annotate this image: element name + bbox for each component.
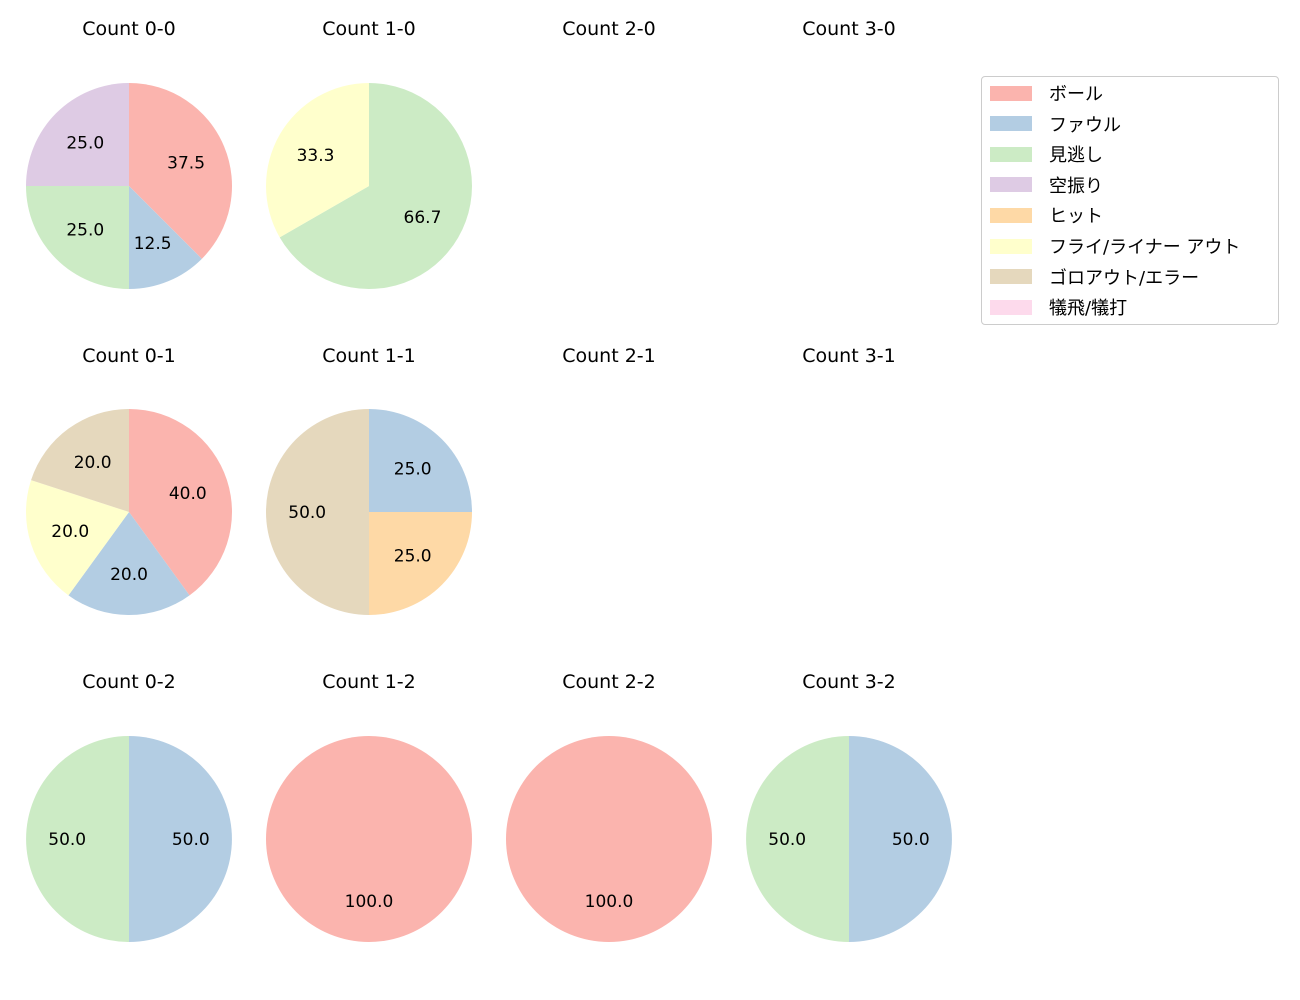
pie-count-3-1: Count 3-1 — [802, 345, 896, 367]
legend-label: 空振り — [1049, 175, 1103, 197]
slice-percent-label: 25.0 — [66, 133, 104, 153]
legend-swatch — [990, 207, 1032, 223]
slice-percent-label: 20.0 — [110, 565, 148, 585]
legend-label: ゴロアウト/エラー — [1049, 267, 1200, 289]
slice-percent-label: 33.3 — [297, 146, 335, 166]
legend-label: ファウル — [1049, 114, 1121, 136]
pie-slice — [506, 736, 712, 942]
legend-item: ボール — [990, 83, 1103, 105]
pie-slice — [26, 186, 129, 289]
pie-slice — [26, 83, 129, 186]
legend-swatch — [990, 146, 1032, 162]
pie-title: Count 3-2 — [802, 671, 896, 693]
slice-percent-label: 40.0 — [169, 484, 207, 504]
pie-count-3-0: Count 3-0 — [802, 18, 896, 40]
pie-slice — [31, 409, 129, 512]
pie-title: Count 1-1 — [322, 345, 416, 367]
pie-title: Count 2-1 — [562, 345, 656, 367]
legend-swatch — [990, 299, 1032, 315]
pie-count-0-1: Count 0-1 40.0 20.0 20.0 20.0 — [26, 345, 232, 615]
pie-slice — [746, 736, 849, 942]
slice-percent-label: 12.5 — [134, 234, 172, 254]
pie-title: Count 0-2 — [82, 671, 176, 693]
legend-item: ゴロアウト/エラー — [990, 267, 1200, 289]
legend-swatch — [990, 85, 1032, 101]
pie-title: Count 0-0 — [82, 18, 176, 40]
pie-title: Count 0-1 — [82, 345, 176, 367]
slice-percent-label: 50.0 — [768, 830, 806, 850]
pie-count-1-2: Count 1-2 100.0 — [266, 671, 472, 942]
pie-slice — [129, 186, 202, 289]
legend-swatch — [990, 269, 1032, 285]
pie-title: Count 1-2 — [322, 671, 416, 693]
slice-percent-label: 50.0 — [892, 830, 930, 850]
pie-count-2-0: Count 2-0 — [562, 18, 656, 40]
pie-slice — [129, 736, 232, 942]
legend-swatch — [990, 116, 1032, 132]
legend-item: 犠飛/犠打 — [990, 297, 1128, 320]
legend-item: ファウル — [990, 114, 1121, 136]
slice-percent-label: 66.7 — [404, 208, 442, 228]
pie-slice — [369, 409, 472, 512]
pie-count-2-2: Count 2-2 100.0 — [506, 671, 712, 942]
pie-title: Count 1-0 — [322, 18, 416, 40]
legend: ボールファウル見逃し空振りヒットフライ/ライナー アウト ゴロアウト/エラー 犠飛/… — [981, 76, 1279, 325]
pie-slice — [26, 480, 129, 596]
slice-percent-label: 25.0 — [394, 459, 432, 479]
pie-count-3-2: Count 3-2 50.0 50.0 — [746, 671, 952, 942]
legend-item: 空振り — [990, 175, 1103, 197]
slice-percent-label: 100.0 — [345, 892, 394, 912]
legend-item: ヒット — [990, 205, 1103, 228]
pie-title: Count 3-1 — [802, 345, 896, 367]
legend-label: 犠飛/犠打 — [1049, 298, 1128, 320]
pie-slice — [68, 512, 190, 615]
slice-percent-label: 25.0 — [66, 221, 104, 241]
pie-title: Count 3-0 — [802, 18, 896, 40]
legend-item: フライ/ライナー アウト — [990, 236, 1241, 258]
slice-percent-label: 37.5 — [167, 153, 205, 173]
pie-slice — [279, 83, 472, 289]
pie-slice — [849, 736, 952, 942]
legend-label: フライ/ライナー アウト — [1049, 237, 1241, 258]
pie-title: Count 2-0 — [562, 18, 656, 40]
slice-percent-label: 50.0 — [288, 503, 326, 523]
slice-percent-label: 50.0 — [48, 830, 86, 850]
pie-slice — [129, 83, 232, 259]
pie-slice — [26, 736, 129, 942]
pie-count-1-0: Count 1-0 66.7 33.3 — [266, 18, 472, 289]
pie-slice — [266, 83, 369, 238]
pie-count-0-2: Count 0-2 50.0 50.0 — [26, 671, 232, 942]
legend-label: ボール — [1049, 84, 1103, 105]
legend-swatch — [990, 238, 1032, 254]
pie-slice — [129, 409, 232, 596]
slice-percent-label: 20.0 — [51, 522, 89, 542]
slice-percent-label: 100.0 — [585, 892, 634, 912]
legend-item: 見逃し — [990, 144, 1103, 167]
slice-percent-label: 50.0 — [172, 830, 210, 850]
pie-slice — [266, 409, 369, 615]
legend-label: 見逃し — [1049, 145, 1103, 167]
slice-percent-label: 25.0 — [394, 547, 432, 567]
legend-swatch — [990, 177, 1032, 193]
legend-label: ヒット — [1049, 206, 1103, 228]
pie-title: Count 2-2 — [562, 671, 656, 693]
pie-count-1-1: Count 1-1 25.0 25.0 50.0 — [266, 345, 472, 615]
pie-slice — [266, 736, 472, 942]
pie-count-0-0: Count 0-0 37.5 12.5 25.0 25.0 — [26, 18, 232, 289]
slice-percent-label: 20.0 — [74, 453, 112, 473]
pie-slice — [369, 512, 472, 615]
pie-count-2-1: Count 2-1 — [562, 345, 656, 367]
